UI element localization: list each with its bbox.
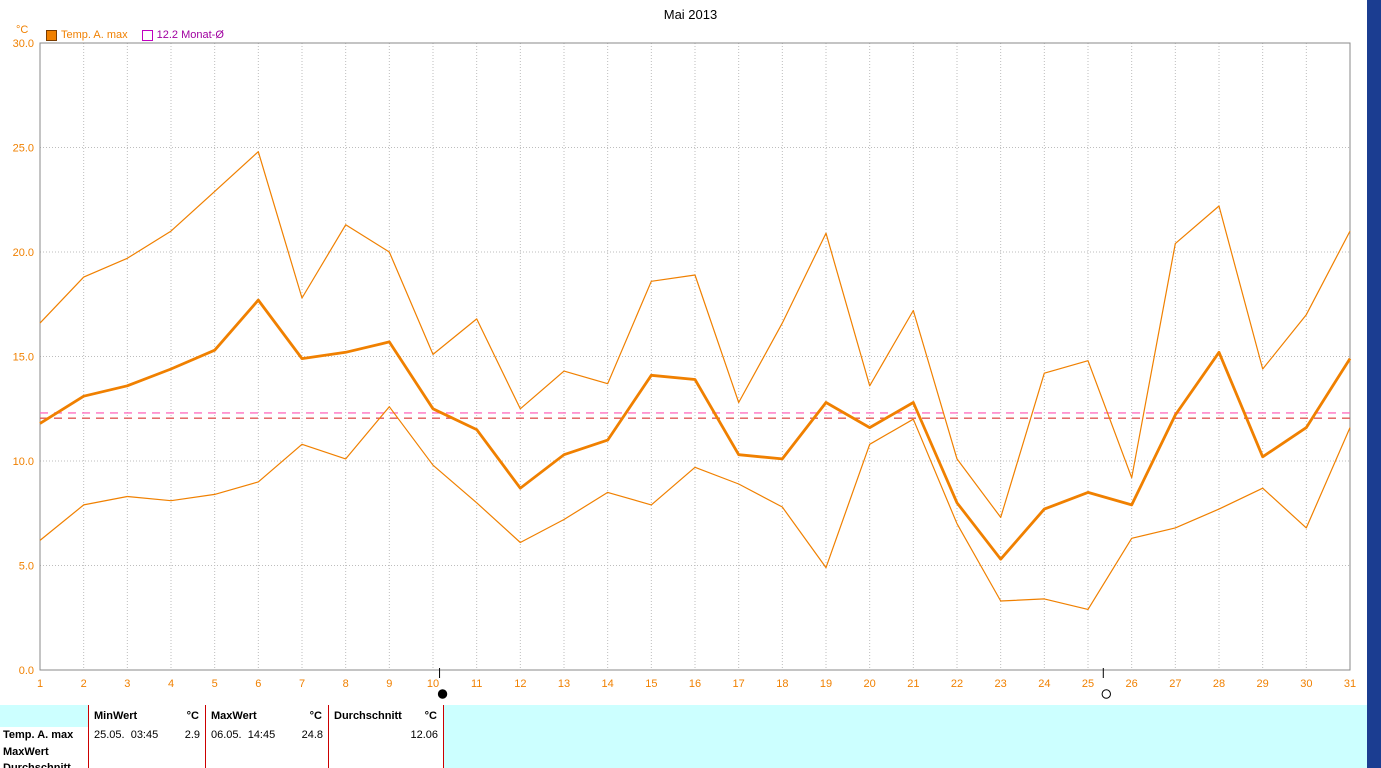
x-tick-label: 14 [602,678,614,690]
x-tick-label: 6 [255,678,261,690]
series-line-daily-max [39,151,1351,519]
x-tick-label: 9 [386,678,392,690]
x-tick-label: 3 [124,678,130,690]
x-tick-label: 26 [1126,678,1138,690]
header-minwert-unit: °C [186,710,199,722]
x-tick-label: 15 [645,678,657,690]
x-tick-label: 2 [81,678,87,690]
new-moon-icon [437,689,448,699]
x-tick-label: 10 [427,678,439,690]
temperature-line-chart: 0.05.010.015.020.025.030.01 2 3 4 5 6 7 8 9 10 11 1… [13,38,1356,699]
series-line-temp-a-max-mean [39,298,1352,561]
x-tick-label: 4 [168,678,174,690]
header-durchschnitt: Durchschnitt °C [328,710,443,725]
x-tick-label: 24 [1038,678,1050,690]
x-tick-label: 17 [733,678,745,690]
statistics-table-corner [0,705,88,727]
y-axis-unit-label: °C [16,24,29,36]
y-tick-label: 20.0 [13,247,34,259]
x-tick-label: 7 [299,678,305,690]
y-tick-label: 10.0 [13,456,34,468]
y-tick-label: 5.0 [19,561,34,573]
y-tick-label: 30.0 [13,38,34,50]
header-maxwert: MaxWert °C [205,710,328,725]
x-tick-label: 11 [471,678,482,690]
column-separator [328,705,329,768]
row-label-durchschnitt: Durchschnitt [3,762,71,768]
x-tick-label: 19 [820,678,832,690]
y-tick-label: 25.0 [13,143,34,155]
x-tick-label: 12 [514,678,526,690]
legend-outline-square-icon [141,29,153,41]
header-minwert-label: MinWert [94,710,138,722]
full-moon-icon [1101,689,1111,699]
x-tick-label: 18 [776,678,788,690]
x-tick-label: 20 [864,678,876,690]
column-separator [88,705,89,768]
x-tick-label: 8 [343,678,349,690]
x-tick-label: 13 [558,678,570,690]
x-tick-label: 31 [1344,678,1356,690]
vertical-scrollbar[interactable] [1367,0,1381,768]
chart-title: Mai 2013 [663,7,718,22]
header-maxwert-unit: °C [309,710,322,722]
x-tick-label: 27 [1169,678,1181,690]
header-minwert: MinWert °C [88,710,205,725]
legend-filled-square-icon [46,29,57,41]
x-tick-label: 25 [1082,678,1094,690]
minwert-value: 2.9 [184,729,200,741]
x-tick-label: 30 [1300,678,1312,690]
legend-item-monthly-average: 12.2 Monat-Ø [141,29,224,41]
legend-label-monthly-average: 12.2 Monat-Ø [156,29,224,41]
legend-label-temp-a-max: Temp. A. max [61,29,128,41]
x-tick-label: 16 [689,678,701,690]
column-separator [205,705,206,768]
legend-item-temp-a-max: Temp. A. max [46,29,128,41]
header-durchschnitt-label: Durchschnitt [334,710,402,722]
x-tick-label: 1 [37,678,43,690]
chart-legend: Temp. A. max 12.2 Monat-Ø [46,29,224,41]
x-tick-label: 21 [907,678,919,690]
x-tick-label: 5 [212,678,218,690]
row-label-temp-a-max: Temp. A. max [3,729,74,741]
header-maxwert-label: MaxWert [211,710,257,722]
plot-frame [39,42,1351,671]
row-label-maxwert: MaxWert [3,746,49,758]
x-tick-label: 22 [951,678,963,690]
durchschnitt-value: 12.06 [410,729,438,741]
maxwert-time: 06.05. 14:45 [211,729,276,741]
x-tick-label: 28 [1213,678,1225,690]
maxwert-value: 24.8 [301,729,323,741]
y-tick-label: 0.0 [19,665,34,677]
column-separator [443,705,444,768]
header-durchschnitt-unit: °C [424,710,437,722]
x-tick-label: 29 [1257,678,1269,690]
x-tick-label: 23 [995,678,1007,690]
series-line-daily-min [39,406,1351,611]
minwert-time: 25.05. 03:45 [94,729,159,741]
y-tick-label: 15.0 [13,352,34,364]
statistics-panel: MinWert °C MaxWert °C Durchschnitt °C Te… [0,705,1367,768]
